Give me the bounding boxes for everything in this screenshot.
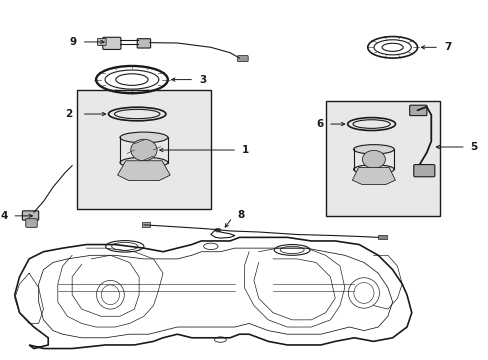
Polygon shape bbox=[117, 161, 170, 180]
Ellipse shape bbox=[120, 157, 167, 168]
FancyBboxPatch shape bbox=[102, 37, 121, 49]
Bar bbox=[378, 235, 386, 239]
Text: 5: 5 bbox=[469, 142, 477, 152]
Ellipse shape bbox=[362, 150, 385, 168]
FancyBboxPatch shape bbox=[237, 55, 248, 62]
FancyBboxPatch shape bbox=[137, 39, 150, 48]
Ellipse shape bbox=[353, 165, 393, 174]
FancyBboxPatch shape bbox=[325, 101, 440, 216]
Text: 8: 8 bbox=[237, 210, 244, 220]
FancyBboxPatch shape bbox=[413, 165, 434, 177]
Bar bbox=[141, 222, 150, 226]
Text: 4: 4 bbox=[0, 211, 7, 221]
Ellipse shape bbox=[353, 145, 393, 154]
Text: 3: 3 bbox=[199, 75, 206, 85]
FancyBboxPatch shape bbox=[26, 219, 37, 227]
FancyBboxPatch shape bbox=[409, 105, 426, 116]
Text: 7: 7 bbox=[443, 42, 450, 52]
Text: 9: 9 bbox=[70, 37, 77, 47]
Ellipse shape bbox=[215, 228, 221, 232]
Ellipse shape bbox=[120, 132, 167, 143]
FancyBboxPatch shape bbox=[97, 39, 106, 45]
FancyBboxPatch shape bbox=[22, 211, 39, 220]
Ellipse shape bbox=[130, 139, 157, 161]
Text: 1: 1 bbox=[242, 145, 249, 155]
Text: 6: 6 bbox=[315, 119, 323, 129]
Text: 2: 2 bbox=[65, 109, 72, 119]
Polygon shape bbox=[352, 168, 395, 184]
FancyBboxPatch shape bbox=[77, 90, 210, 209]
